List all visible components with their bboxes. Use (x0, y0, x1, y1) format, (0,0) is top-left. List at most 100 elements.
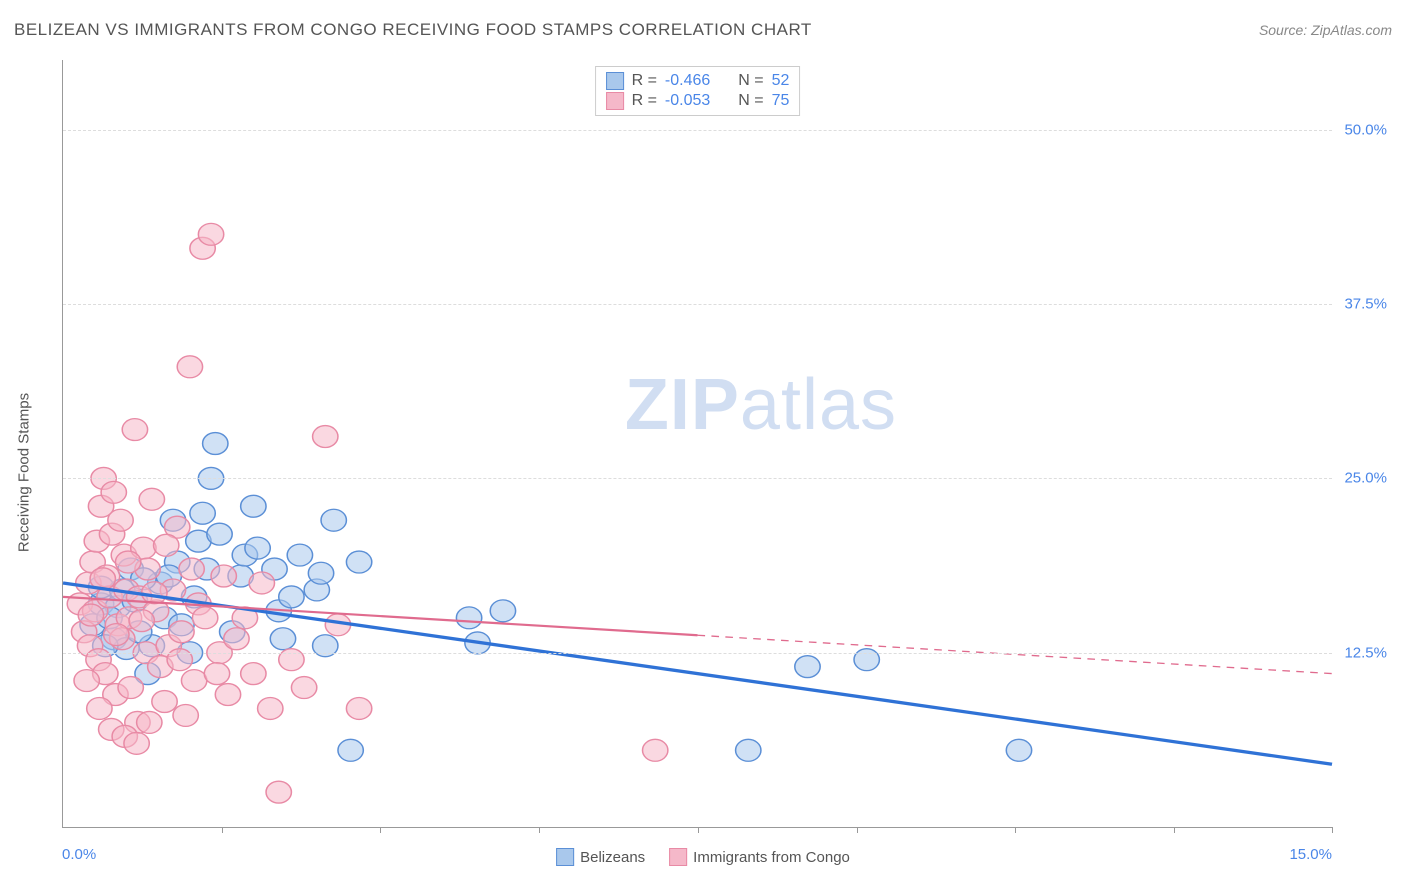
data-point (154, 534, 179, 556)
correlation-legend-row: R = -0.466 N = 52 (606, 71, 790, 91)
x-tick (857, 827, 858, 833)
gridline (63, 653, 1332, 654)
legend-label: Immigrants from Congo (693, 849, 850, 866)
chart-container: Receiving Food Stamps ZIPatlas R =-0.466… (14, 50, 1392, 878)
y-tick-label: 12.5% (1344, 644, 1387, 661)
data-point (104, 624, 129, 646)
legend-swatch (606, 92, 624, 110)
legend-item: Immigrants from Congo (669, 848, 850, 866)
y-tick-label: 50.0% (1344, 121, 1387, 138)
data-point (490, 600, 515, 622)
x-tick (1015, 827, 1016, 833)
r-label: R = (632, 72, 657, 90)
data-point (204, 663, 229, 685)
legend-label: Belizeans (580, 849, 645, 866)
y-tick-label: 25.0% (1344, 470, 1387, 487)
data-point (78, 604, 103, 626)
data-point (177, 356, 202, 378)
data-point (270, 628, 295, 650)
x-axis-max-label: 15.0% (1289, 846, 1332, 863)
data-point (87, 698, 112, 720)
data-point (122, 419, 147, 441)
source-attribution: Source: ZipAtlas.com (1259, 22, 1392, 38)
r-value: -0.053 (665, 92, 710, 110)
x-tick (698, 827, 699, 833)
r-value: -0.466 (665, 72, 710, 90)
plot-area: ZIPatlas R =-0.466N =52R =-0.053N =75 12… (62, 60, 1332, 828)
data-point (241, 663, 266, 685)
data-point (108, 509, 133, 531)
data-point (115, 551, 140, 573)
chart-header: BELIZEAN VS IMMIGRANTS FROM CONGO RECEIV… (14, 20, 1392, 40)
gridline (63, 130, 1332, 131)
x-tick (539, 827, 540, 833)
data-point (245, 537, 270, 559)
data-point (241, 495, 266, 517)
x-axis-min-label: 0.0% (62, 846, 96, 863)
data-point (74, 670, 99, 692)
chart-title: BELIZEAN VS IMMIGRANTS FROM CONGO RECEIV… (14, 20, 812, 40)
data-point (321, 509, 346, 531)
y-tick-label: 37.5% (1344, 296, 1387, 313)
data-point (203, 433, 228, 455)
data-point (142, 582, 167, 604)
n-value: 52 (772, 72, 790, 90)
data-point (211, 565, 236, 587)
n-label: N = (738, 92, 763, 110)
data-point (198, 223, 223, 245)
data-point (287, 544, 312, 566)
data-point (1006, 739, 1031, 761)
data-point (279, 586, 304, 608)
trend-line-dashed (698, 635, 1333, 673)
data-point (129, 610, 154, 632)
correlation-legend: R = -0.466 N = 52 R = -0.053 N = 75 (595, 66, 801, 116)
data-point (736, 739, 761, 761)
n-label: N = (738, 72, 763, 90)
legend-item: Belizeans (556, 848, 645, 866)
source-value: ZipAtlas.com (1311, 22, 1392, 38)
plot-svg (63, 60, 1332, 827)
data-point (346, 698, 371, 720)
data-point (169, 621, 194, 643)
data-point (215, 684, 240, 706)
data-point (118, 677, 143, 699)
r-label: R = (632, 92, 657, 110)
legend-swatch (606, 72, 624, 90)
x-tick (222, 827, 223, 833)
series-legend: Belizeans Immigrants from Congo (556, 848, 850, 866)
data-point (266, 781, 291, 803)
x-tick (1332, 827, 1333, 833)
data-point (346, 551, 371, 573)
n-value: 75 (772, 92, 790, 110)
data-point (173, 704, 198, 726)
x-tick (380, 827, 381, 833)
data-point (643, 739, 668, 761)
data-point (249, 572, 274, 594)
data-point (101, 481, 126, 503)
data-point (192, 607, 217, 629)
data-point (313, 426, 338, 448)
x-tick (1174, 827, 1175, 833)
correlation-legend-row: R = -0.053 N = 75 (606, 91, 790, 111)
data-point (308, 562, 333, 584)
data-point (795, 656, 820, 678)
data-point (338, 739, 363, 761)
data-point (291, 677, 316, 699)
data-point (152, 691, 177, 713)
data-point (456, 607, 481, 629)
data-point (190, 502, 215, 524)
data-point (181, 670, 206, 692)
data-point (207, 523, 232, 545)
legend-swatch (556, 848, 574, 866)
data-point (179, 558, 204, 580)
gridline (63, 478, 1332, 479)
data-point (137, 711, 162, 733)
source-label: Source: (1259, 22, 1307, 38)
data-point (258, 698, 283, 720)
gridline (63, 304, 1332, 305)
data-point (124, 732, 149, 754)
data-point (224, 628, 249, 650)
y-axis-label: Receiving Food Stamps (16, 393, 33, 552)
data-point (139, 488, 164, 510)
legend-swatch (669, 848, 687, 866)
